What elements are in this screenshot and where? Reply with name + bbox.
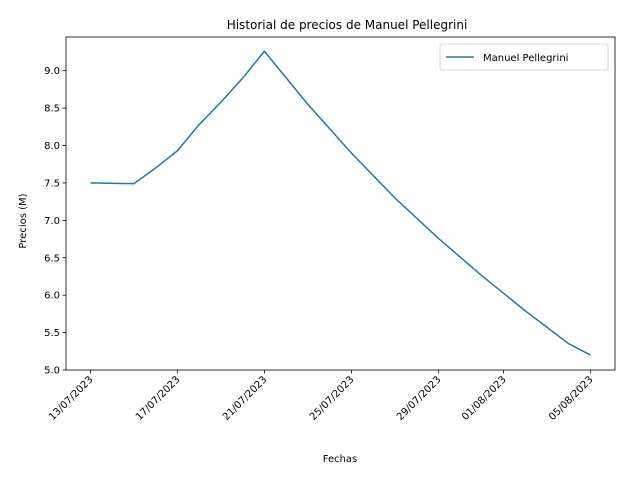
y-tick-label: 8.5 [44,104,60,115]
x-tick-label: 21/07/2023 [221,374,270,423]
legend-box [439,43,609,71]
y-tick-label: 6.0 [44,291,60,302]
y-tick-label: 5.5 [44,328,60,339]
x-tick-label: 05/08/2023 [547,374,596,423]
legend-label: Manuel Pellegrini [483,53,568,64]
x-tick-label: 25/07/2023 [308,374,357,423]
x-tick-label: 01/08/2023 [460,374,509,423]
y-tick-label: 7.5 [44,178,60,189]
plot-area: 5.0 5.5 6.0 6.5 7.0 7.5 8.0 8.5 9.0 13/07/2023 17/… [44,36,616,423]
chart-title: Historial de precios de Manuel Pellegrin… [227,18,468,32]
x-axis-label: Fechas [323,454,358,465]
axes-frame [65,36,616,371]
x-tick-label: 13/07/2023 [47,374,96,423]
y-tick-label: 7.0 [44,216,60,227]
y-tick-label: 8.0 [44,141,60,152]
x-tick-label: 29/07/2023 [395,374,444,423]
x-tick-label: 17/07/2023 [134,374,183,423]
y-tick-label: 9.0 [44,66,60,77]
y-axis-label: Precios (M) [18,193,29,248]
y-tick-label: 5.0 [44,366,60,377]
series-line-0 [90,50,591,356]
y-tick-label: 6.5 [44,253,60,264]
